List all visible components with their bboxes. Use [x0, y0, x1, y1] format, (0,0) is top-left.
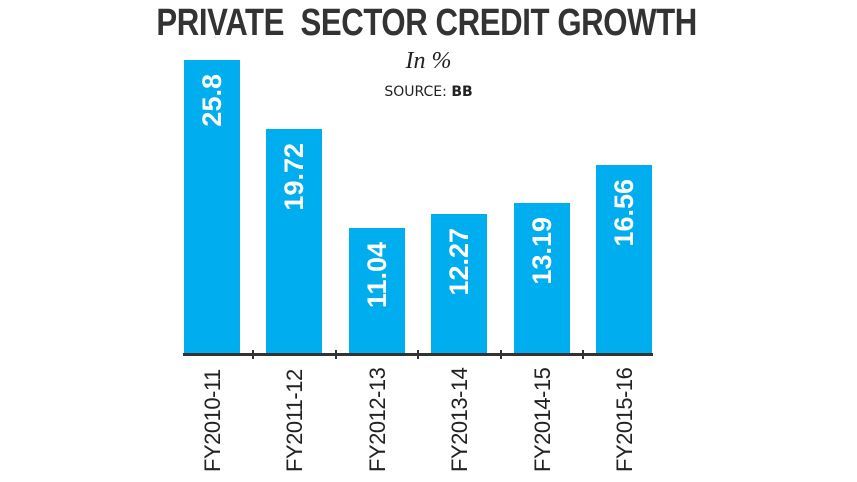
x-axis-label: FY2013-14	[429, 360, 489, 475]
category-label-text: FY2015-16	[612, 367, 637, 472]
bar-value-label: 25.8	[197, 74, 227, 127]
category-label-text: FY2010-11	[200, 369, 225, 472]
bar-fy2013-14: 12.27	[431, 214, 487, 353]
bar-value-label: 13.19	[527, 217, 557, 285]
source-label: SOURCE:	[384, 84, 447, 100]
chart-source: SOURCE: BB	[0, 84, 857, 100]
category-label-text: FY2014-15	[530, 367, 555, 472]
x-axis-tick	[582, 350, 584, 359]
bar-value-label: 19.72	[279, 143, 309, 211]
source-value: BB	[451, 84, 473, 100]
category-label-text: FY2011-12	[282, 369, 307, 472]
bar-value-label: 11.04	[362, 242, 392, 309]
x-axis-label: FY2011-12	[264, 360, 324, 475]
x-axis-tick	[335, 350, 337, 359]
bar-fy2010-11: 25.8	[184, 60, 240, 353]
bar-fy2012-13: 11.04	[349, 228, 405, 353]
category-label-text: FY2013-14	[447, 367, 472, 472]
x-axis-label: FY2010-11	[182, 360, 242, 475]
x-axis-tick	[417, 350, 419, 359]
bar-fy2011-12: 19.72	[266, 129, 322, 353]
x-axis-label: FY2012-13	[347, 360, 407, 475]
x-axis-tick	[500, 350, 502, 359]
chart-subtitle: In %	[405, 48, 452, 74]
category-label-text: FY2012-13	[365, 367, 390, 472]
bar-fy2015-16: 16.56	[596, 165, 652, 353]
bar-value-label: 12.27	[444, 228, 474, 296]
bar-fy2014-15: 13.19	[514, 203, 570, 353]
x-axis-label: FY2015-16	[594, 360, 654, 475]
x-axis-label: FY2014-15	[512, 360, 572, 475]
bar-value-label: 16.56	[609, 179, 639, 247]
chart-title: PRIVATE SECTOR CREDIT GROWTH	[156, 2, 697, 44]
x-axis-tick	[252, 350, 254, 359]
